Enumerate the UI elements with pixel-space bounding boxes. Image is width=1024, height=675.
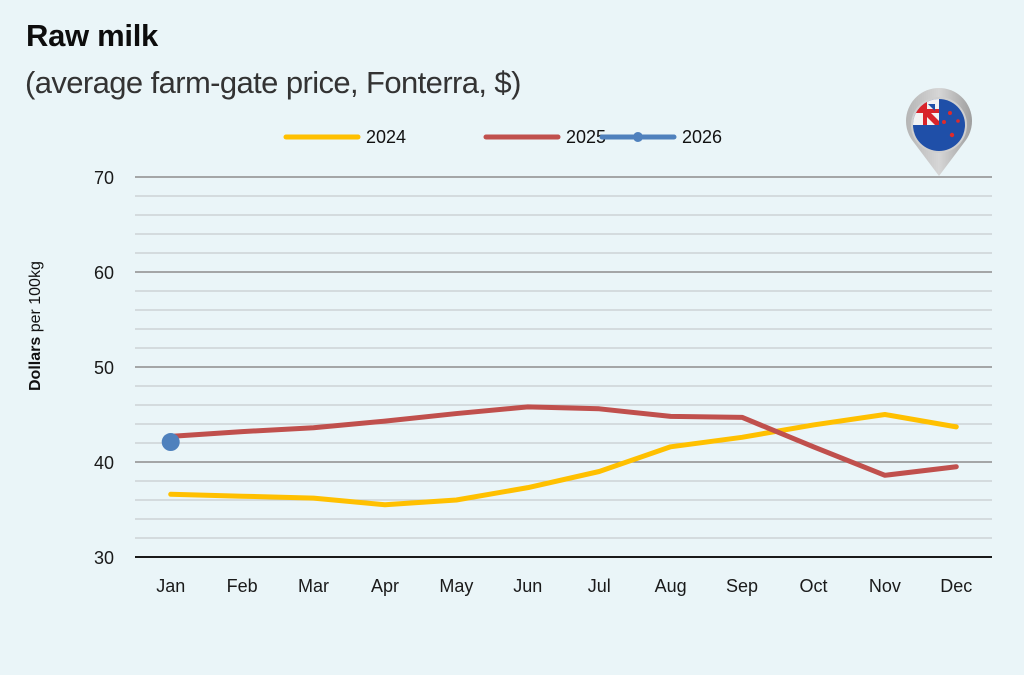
chart-title: Raw milk — [26, 18, 158, 53]
y-tick-label: 70 — [94, 168, 114, 188]
y-tick-label: 50 — [94, 358, 114, 378]
x-tick-label: Jun — [513, 576, 542, 596]
legend-label-2025: 2025 — [566, 127, 606, 147]
x-tick-label: Dec — [940, 576, 972, 596]
legend-label-2026: 2026 — [682, 127, 722, 147]
x-tick-label: Jul — [588, 576, 611, 596]
y-axis-ticks: 30 40 50 60 70 — [94, 168, 114, 568]
data-series — [161, 404, 959, 508]
data-point-2026 — [161, 433, 180, 452]
x-tick-label: May — [439, 576, 473, 596]
x-tick-label: Mar — [298, 576, 329, 596]
series-line-2025 — [168, 404, 959, 478]
legend: 2024 2025 2026 — [283, 127, 722, 147]
legend-marker-icon — [633, 132, 643, 142]
x-tick-label: Sep — [726, 576, 758, 596]
y-axis-label-rest: per 100kg — [27, 261, 44, 337]
y-axis-label-bold: Dollars — [27, 337, 44, 391]
x-tick-label: Jan — [156, 576, 185, 596]
x-tick-label: Oct — [799, 576, 827, 596]
y-axis-label: Dollars per 100kg — [27, 261, 44, 391]
x-axis-ticks: Jan Feb Mar Apr May Jun Jul Aug Sep Oct Nov Dec — [156, 576, 972, 596]
y-tick-label: 60 — [94, 263, 114, 283]
legend-label-2024: 2024 — [366, 127, 406, 147]
x-tick-label: Apr — [371, 576, 399, 596]
new-zealand-flag-pin-icon — [906, 88, 972, 176]
x-tick-label: Nov — [869, 576, 901, 596]
x-tick-label: Feb — [227, 576, 258, 596]
series-line-2024 — [168, 412, 959, 508]
x-tick-label: Aug — [655, 576, 687, 596]
gridlines — [135, 176, 992, 558]
y-tick-label: 30 — [94, 548, 114, 568]
chart-subtitle: (average farm-gate price, Fonterra, $) — [25, 65, 521, 100]
y-tick-label: 40 — [94, 453, 114, 473]
svg-text:Dollars per 100kg: Dollars per 100kg — [27, 261, 44, 391]
